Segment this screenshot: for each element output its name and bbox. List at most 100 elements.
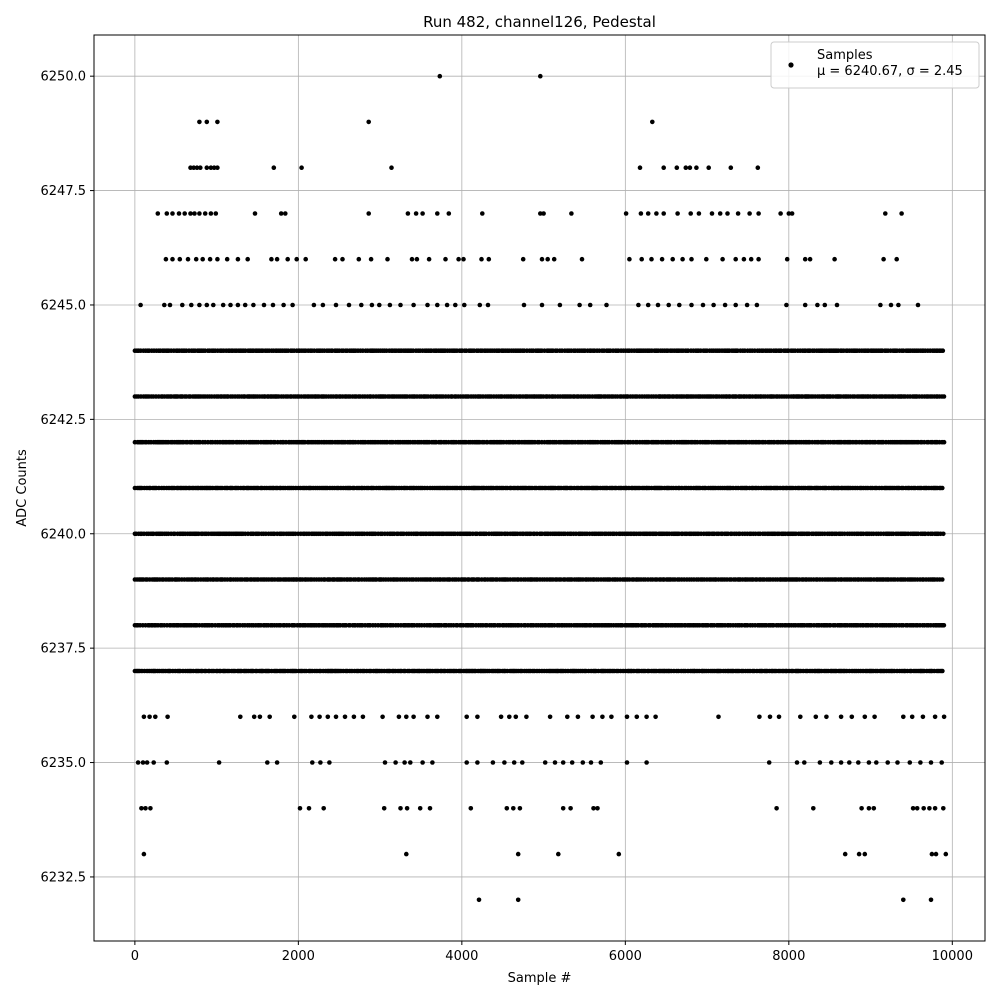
y-tick-label: 6250.0 bbox=[41, 70, 87, 85]
sample-point bbox=[271, 165, 277, 170]
sample-point bbox=[351, 714, 357, 720]
sample-point bbox=[786, 211, 792, 216]
sample-point bbox=[340, 256, 345, 262]
sample-point bbox=[182, 211, 187, 216]
sample-point bbox=[940, 348, 946, 354]
sample-point bbox=[539, 302, 545, 308]
sample-point bbox=[164, 211, 170, 216]
sample-point bbox=[269, 256, 274, 262]
sample-point bbox=[547, 714, 553, 720]
sample-point bbox=[414, 256, 420, 262]
sample-point bbox=[849, 714, 855, 720]
sample-point bbox=[817, 760, 823, 765]
sample-point bbox=[321, 806, 327, 811]
sample-point bbox=[914, 806, 920, 811]
sample-point bbox=[794, 760, 800, 765]
y-tick-label: 6242.5 bbox=[41, 413, 87, 428]
sample-point bbox=[398, 302, 403, 308]
sample-point bbox=[189, 302, 194, 308]
sample-point bbox=[704, 256, 709, 262]
sample-point bbox=[928, 760, 934, 765]
sample-point bbox=[443, 256, 448, 262]
sample-point bbox=[163, 256, 169, 262]
y-tick-label: 6235.0 bbox=[41, 756, 87, 771]
sample-point bbox=[192, 211, 197, 216]
sample-point bbox=[598, 760, 604, 765]
sample-point bbox=[627, 256, 632, 262]
sample-point bbox=[235, 302, 241, 308]
sample-point bbox=[894, 256, 899, 262]
sample-point bbox=[688, 211, 693, 216]
y-tick-label: 6245.0 bbox=[41, 298, 87, 313]
sample-point bbox=[885, 760, 890, 765]
sample-point bbox=[167, 302, 173, 308]
sample-point bbox=[694, 165, 699, 170]
sample-point bbox=[595, 806, 600, 811]
y-tick-label: 6247.5 bbox=[41, 184, 87, 199]
x-tick-label: 8000 bbox=[772, 949, 805, 964]
sample-point bbox=[188, 165, 193, 170]
sample-point bbox=[661, 165, 666, 170]
sample-point bbox=[609, 714, 614, 720]
sample-point bbox=[716, 714, 721, 720]
sample-point bbox=[872, 714, 877, 720]
sample-point bbox=[377, 302, 382, 308]
sample-point bbox=[918, 760, 923, 765]
sample-point bbox=[915, 302, 921, 308]
chart-title: Run 482, channel126, Pedestal bbox=[423, 13, 656, 31]
sample-point bbox=[311, 302, 317, 308]
sample-point bbox=[901, 714, 906, 720]
sample-point bbox=[755, 165, 761, 170]
sample-point bbox=[141, 714, 147, 720]
sample-point bbox=[878, 302, 883, 308]
sample-point bbox=[417, 806, 423, 811]
sample-point bbox=[807, 256, 813, 262]
sample-point bbox=[815, 302, 820, 308]
sample-point bbox=[881, 256, 886, 262]
sample-point bbox=[689, 256, 694, 262]
sample-point bbox=[932, 806, 938, 811]
sample-point bbox=[541, 211, 546, 216]
sample-point bbox=[479, 256, 484, 262]
sample-point bbox=[649, 256, 654, 262]
sample-point bbox=[144, 760, 150, 765]
sample-point bbox=[552, 760, 558, 765]
sample-point bbox=[515, 851, 521, 857]
sample-point bbox=[317, 714, 322, 720]
sample-point bbox=[513, 714, 519, 720]
sample-point bbox=[941, 714, 947, 720]
sample-point bbox=[774, 806, 779, 811]
sample-point bbox=[616, 851, 622, 857]
sample-point bbox=[696, 211, 702, 216]
sample-point bbox=[590, 714, 595, 720]
sample-point bbox=[211, 165, 217, 170]
sample-point bbox=[485, 302, 491, 308]
sample-point bbox=[297, 806, 303, 811]
sample-point bbox=[325, 714, 331, 720]
sample-point bbox=[220, 302, 226, 308]
sample-point bbox=[757, 714, 762, 720]
sample-point bbox=[933, 851, 939, 857]
sample-point bbox=[215, 165, 220, 170]
sample-point bbox=[717, 211, 723, 216]
sample-point bbox=[309, 714, 314, 720]
sample-point bbox=[604, 302, 609, 308]
sample-point bbox=[520, 760, 525, 765]
sample-point bbox=[200, 256, 205, 262]
sample-point bbox=[580, 760, 586, 765]
sample-point bbox=[754, 302, 760, 308]
sample-point bbox=[866, 806, 872, 811]
sample-point bbox=[204, 165, 210, 170]
sample-point bbox=[164, 760, 170, 765]
sample-point bbox=[568, 806, 573, 811]
legend-box bbox=[770, 41, 980, 89]
sample-point bbox=[588, 760, 594, 765]
sample-point bbox=[342, 714, 348, 720]
sample-point bbox=[927, 806, 932, 811]
sample-point bbox=[318, 760, 323, 765]
sample-point bbox=[380, 714, 385, 720]
sample-point bbox=[910, 806, 916, 811]
sample-point bbox=[393, 760, 398, 765]
sample-point bbox=[896, 302, 901, 308]
